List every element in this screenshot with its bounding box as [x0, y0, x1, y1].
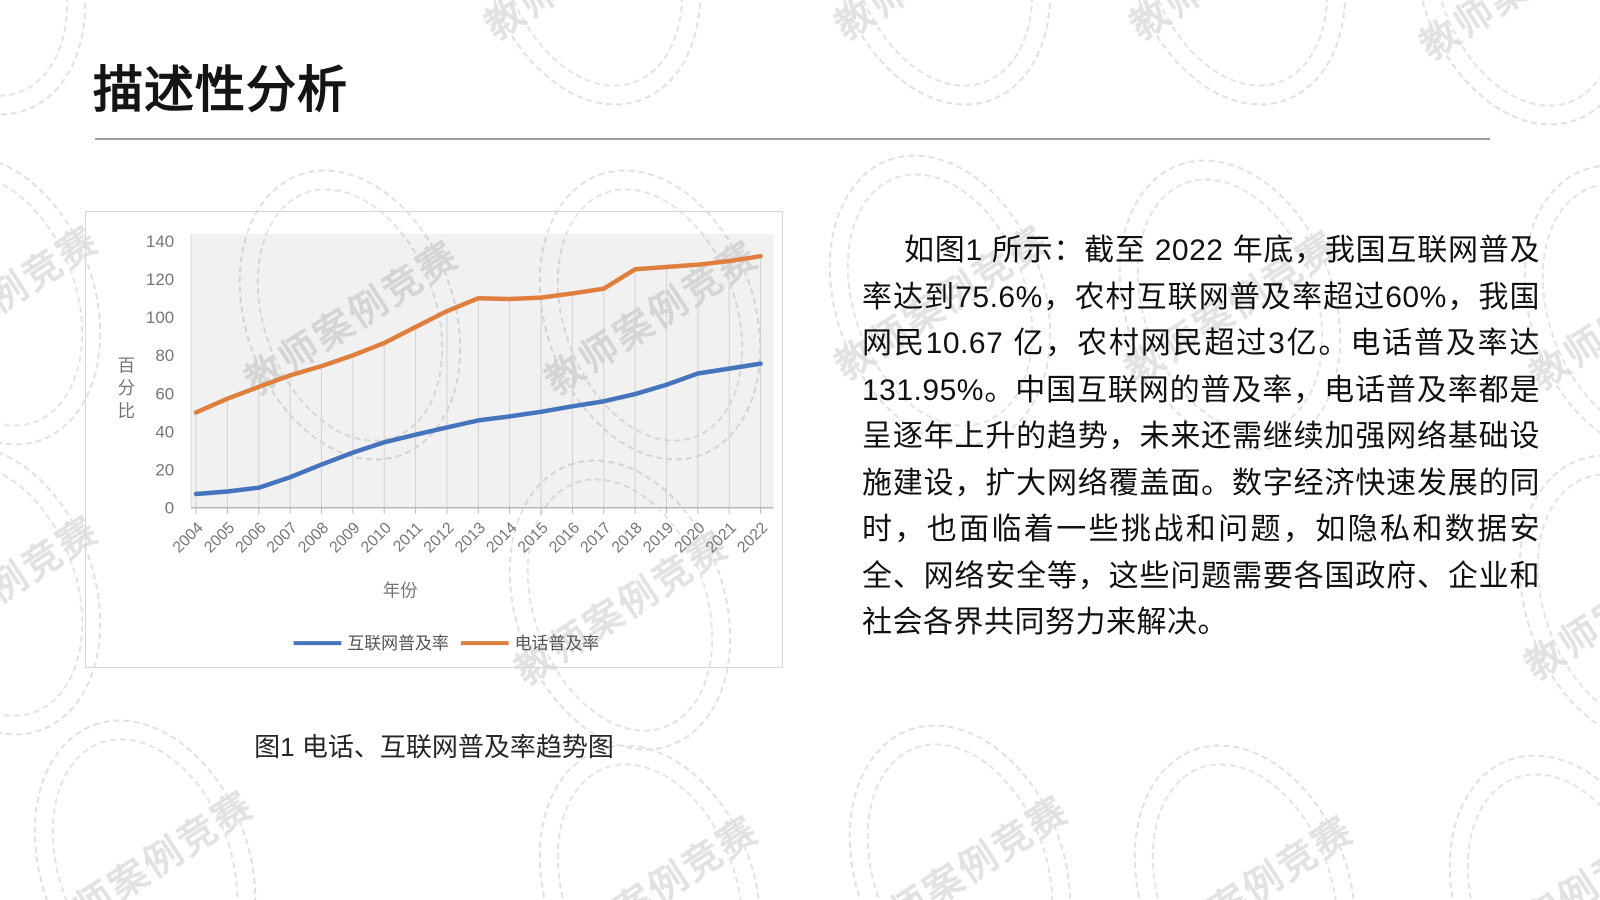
x-tick-label: 2012 [421, 519, 458, 556]
figure-caption: 图1 电话、互联网普及率趋势图 [254, 732, 614, 762]
y-tick-label: 140 [146, 232, 174, 251]
page-title: 描述性分析 [93, 62, 348, 118]
y-tick-label: 120 [146, 270, 174, 289]
x-tick-label: 2007 [264, 519, 301, 556]
y-tick-label: 100 [146, 308, 174, 327]
x-tick-label: 2008 [295, 519, 332, 556]
y-tick-label: 0 [165, 499, 174, 518]
title-divider [95, 138, 1490, 140]
x-tick-label: 2017 [578, 519, 615, 556]
x-tick-label: 2020 [672, 519, 709, 556]
y-tick-label: 80 [155, 346, 174, 365]
x-tick-label: 2018 [609, 519, 646, 556]
x-tick-label: 2021 [703, 519, 740, 556]
analysis-paragraph: 如图1 所示：截至 2022 年底，我国互联网普及率达到75.6%，农村互联网普… [862, 234, 1540, 639]
x-tick-label: 2019 [640, 519, 677, 556]
y-axis-title: 百分比 [118, 355, 135, 421]
x-tick-label: 2009 [327, 519, 364, 556]
x-tick-label: 2022 [734, 519, 771, 556]
x-tick-label: 2011 [390, 519, 426, 555]
x-tick-label: 2006 [233, 519, 270, 556]
series-line-1 [193, 253, 763, 415]
y-tick-label: 60 [155, 384, 174, 403]
y-tick-label: 40 [155, 422, 174, 441]
x-tick-label: 2004 [170, 519, 207, 556]
x-axis-title: 年份 [383, 580, 418, 600]
x-tick-label: 2010 [358, 519, 395, 556]
x-tick-label: 2016 [546, 519, 583, 556]
chart-panel: 0 20 40 60 80 100 120 140 百分比 2004 2005 2006 2007 200… [85, 211, 783, 668]
legend-label-1: 电话普及率 [515, 634, 600, 653]
legend-label-0: 互联网普及率 [347, 634, 449, 653]
trend-line-chart: 020406080100120140百分比2004200520062007200… [118, 232, 774, 653]
series-line-0 [193, 361, 763, 497]
x-tick-label: 2014 [483, 519, 520, 556]
y-tick-label: 20 [155, 461, 174, 480]
x-tick-label: 2015 [515, 519, 552, 556]
plot-area [191, 233, 774, 508]
x-tick-label: 2005 [201, 519, 238, 556]
x-tick-label: 2013 [452, 519, 489, 556]
